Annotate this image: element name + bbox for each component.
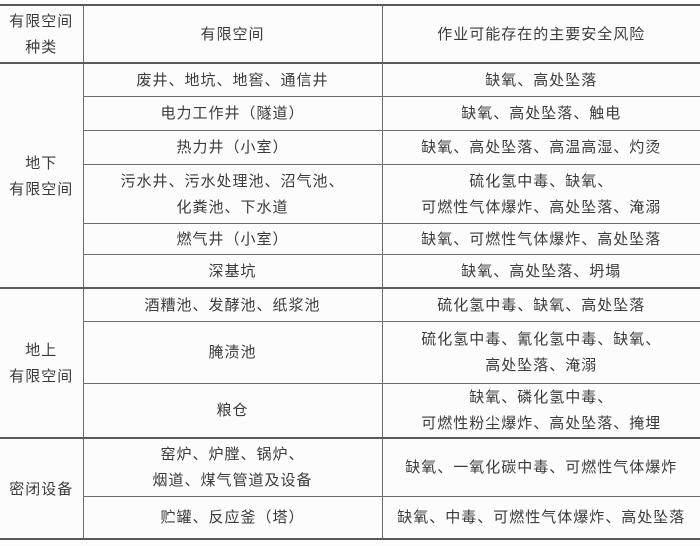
header-cell-confined-space: 有限空间 — [82, 4, 383, 64]
risk-cell: 硫化氢中毒、缺氧、高处坠落 — [381, 287, 700, 322]
risk-cell: 缺氧、高处坠落 — [381, 62, 700, 97]
table-row: 地上 有限空间 酒糟池、发酵池、纸浆池 硫化氢中毒、缺氧、高处坠落 — [0, 287, 700, 439]
risk-cell: 硫化氢中毒、缺氧、 可燃性气体爆炸、高处坠落、淹溺 — [381, 163, 700, 224]
risk-cell: 缺氧、可燃性气体爆炸、高处坠落 — [381, 222, 700, 255]
risk-cell: 缺氧、磷化氢中毒、 可燃性粉尘爆炸、高处坠落、掩埋 — [381, 382, 700, 439]
space-cell: 酒糟池、发酵池、纸浆池 — [82, 287, 383, 322]
table-row: 粮仓 缺氧、磷化氢中毒、 可燃性粉尘爆炸、高处坠落、掩埋 — [0, 382, 700, 439]
risk-cell: 缺氧、高处坠落、坍塌 — [381, 253, 700, 289]
table-row: 深基坑 缺氧、高处坠落、坍塌 — [0, 253, 700, 289]
risk-cell: 缺氧、中毒、可燃性气体爆炸、高处坠落 — [381, 495, 700, 540]
confined-space-risk-table: 有限空间 种类 有限空间 作业可能存在的主要安全风险 地下 有限空间 废井、地坑… — [0, 4, 700, 540]
table-row: 地下 有限空间 废井、地坑、地窖、通信井 缺氧、高处坠落 — [0, 62, 700, 289]
space-cell: 污水井、污水处理池、沼气池、 化粪池、下水道 — [82, 163, 383, 224]
space-cell: 热力井（小室） — [82, 129, 383, 165]
table-row: 腌渍池 硫化氢中毒、氰化氢中毒、缺氧、 高处坠落、淹溺 — [0, 320, 700, 384]
space-cell: 电力工作井（隧道） — [82, 95, 383, 131]
risk-cell: 硫化氢中毒、氰化氢中毒、缺氧、 高处坠落、淹溺 — [381, 320, 700, 384]
category-cell-sealed-equipment: 密闭设备 — [0, 437, 84, 540]
space-cell: 废井、地坑、地窖、通信井 — [82, 62, 383, 97]
table-row: 电力工作井（隧道） 缺氧、高处坠落、触电 — [0, 95, 700, 131]
table-row: 热力井（小室） 缺氧、高处坠落、高温高湿、灼烫 — [0, 129, 700, 165]
table-row: 密闭设备 窑炉、炉膛、锅炉、 烟道、煤气管道及设备 缺氧、一氧化碳中毒、可燃性气… — [0, 437, 700, 540]
category-cell-above-ground: 地上 有限空间 — [0, 287, 84, 439]
space-cell: 窑炉、炉膛、锅炉、 烟道、煤气管道及设备 — [82, 437, 383, 497]
table-row: 燃气井（小室） 缺氧、可燃性气体爆炸、高处坠落 — [0, 222, 700, 255]
table-row: 污水井、污水处理池、沼气池、 化粪池、下水道 硫化氢中毒、缺氧、 可燃性气体爆炸… — [0, 163, 700, 224]
header-row: 有限空间 种类 有限空间 作业可能存在的主要安全风险 — [0, 4, 700, 64]
header-cell-main-risks: 作业可能存在的主要安全风险 — [381, 4, 700, 64]
category-cell-underground: 地下 有限空间 — [0, 62, 84, 289]
space-cell: 深基坑 — [82, 253, 383, 289]
space-cell: 粮仓 — [82, 382, 383, 439]
space-cell: 贮罐、反应釜（塔） — [82, 495, 383, 540]
table-row: 贮罐、反应釜（塔） 缺氧、中毒、可燃性气体爆炸、高处坠落 — [0, 495, 700, 540]
risk-cell: 缺氧、高处坠落、高温高湿、灼烫 — [381, 129, 700, 165]
space-cell: 燃气井（小室） — [82, 222, 383, 255]
risk-cell: 缺氧、一氧化碳中毒、可燃性气体爆炸 — [381, 437, 700, 497]
header-cell-category-type: 有限空间 种类 — [0, 4, 84, 64]
space-cell: 腌渍池 — [82, 320, 383, 384]
risk-cell: 缺氧、高处坠落、触电 — [381, 95, 700, 131]
